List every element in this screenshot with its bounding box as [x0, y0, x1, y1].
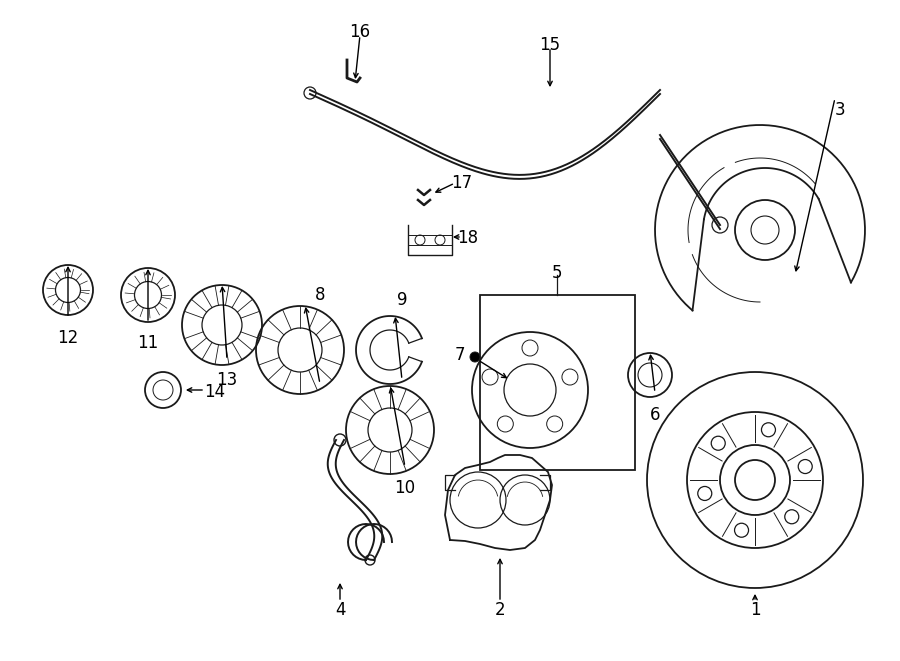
Text: 10: 10: [394, 479, 416, 497]
Text: 18: 18: [457, 229, 479, 247]
Text: 16: 16: [349, 23, 371, 41]
Text: 9: 9: [397, 291, 407, 309]
Text: 6: 6: [650, 406, 661, 424]
Text: 8: 8: [315, 286, 325, 304]
Text: 1: 1: [750, 601, 760, 619]
Bar: [480, 295, 635, 470]
Text: 2: 2: [495, 601, 505, 619]
Text: 15: 15: [539, 36, 561, 54]
Text: 4: 4: [335, 601, 346, 619]
Text: 12: 12: [58, 329, 78, 347]
Text: 7: 7: [454, 346, 465, 364]
Circle shape: [470, 352, 480, 362]
Text: 11: 11: [138, 334, 158, 352]
Text: 3: 3: [834, 101, 845, 119]
Text: 13: 13: [216, 371, 238, 389]
Text: 5: 5: [552, 264, 562, 282]
Text: 14: 14: [204, 383, 226, 401]
Text: 17: 17: [452, 174, 472, 192]
